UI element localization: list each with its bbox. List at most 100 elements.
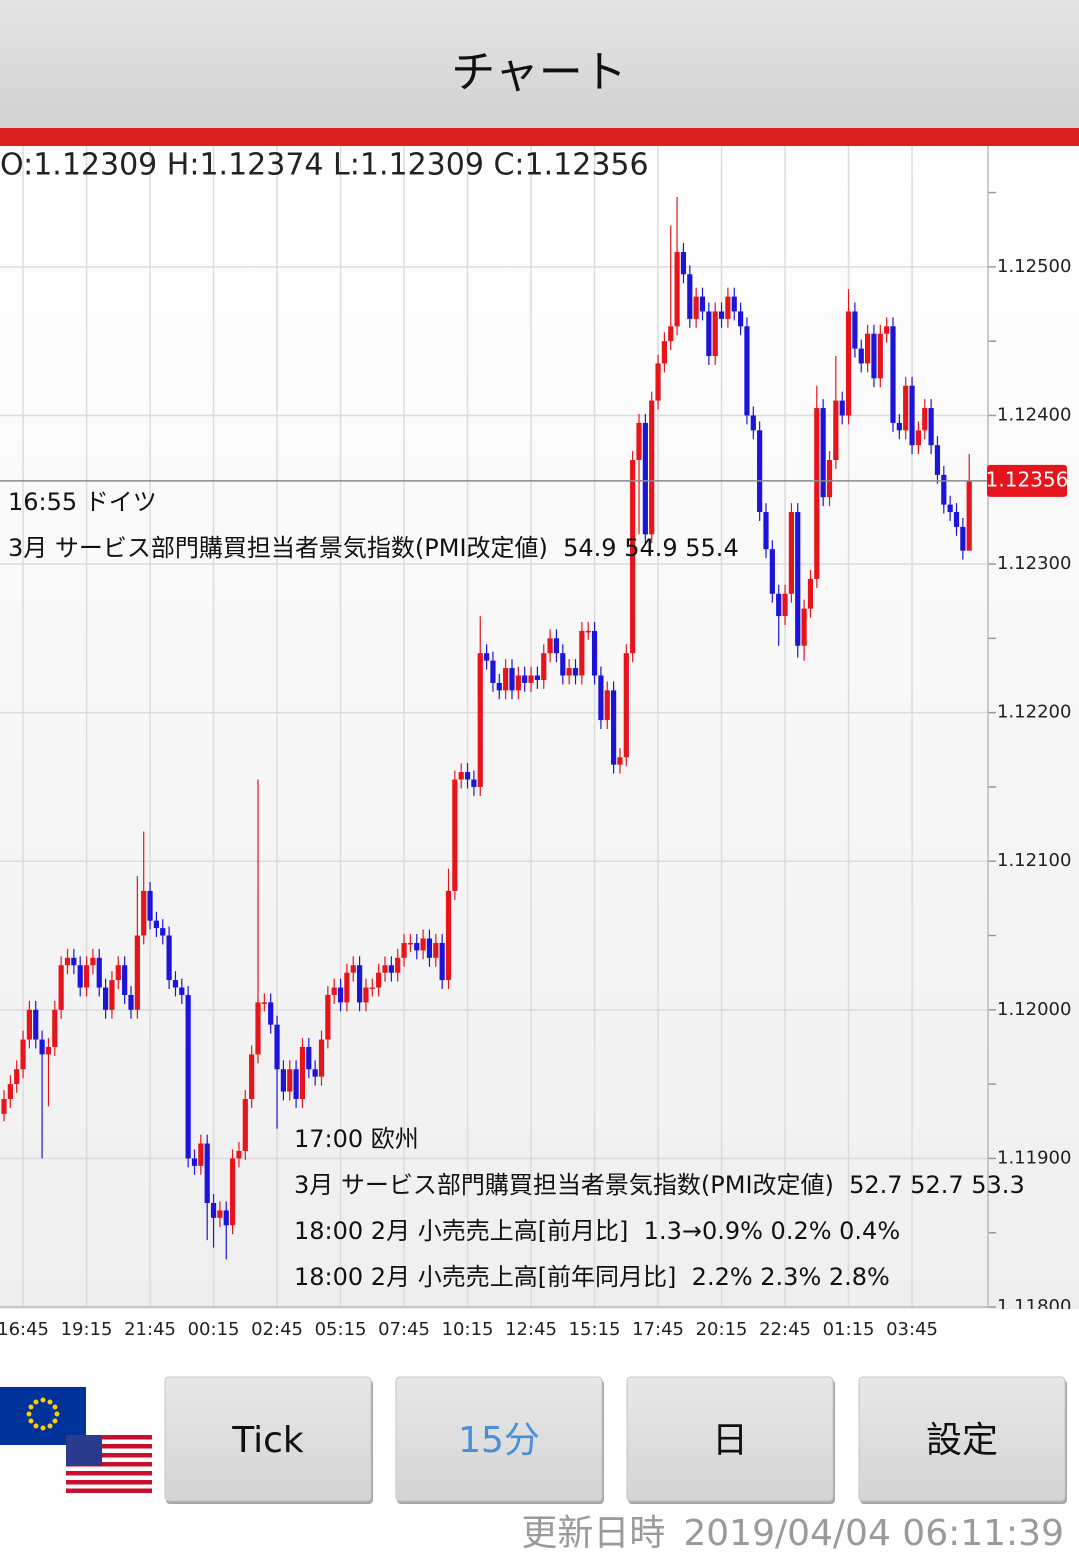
candle-body xyxy=(376,972,382,988)
button-label[interactable]: 15分 xyxy=(458,1420,540,1461)
candle-body xyxy=(96,957,102,988)
timeframe-button[interactable] xyxy=(395,1376,603,1502)
candle-body xyxy=(795,512,801,646)
candle-body xyxy=(337,987,344,1003)
x-tick-label: 12:45 xyxy=(505,1319,557,1340)
event-annotation: 18:00 2月 小売売上高[前年同月比] 2.2% 2.3% 2.8% xyxy=(294,1263,890,1291)
candle-body xyxy=(706,311,712,357)
candle-body xyxy=(693,296,699,319)
candle-body xyxy=(509,668,515,691)
update-info: 更新日時 2019/04/04 06:11:39 xyxy=(521,1513,1064,1554)
candle-body xyxy=(14,1069,20,1085)
candle-body xyxy=(966,480,972,551)
candle-body xyxy=(750,415,756,431)
candle-body xyxy=(147,890,153,921)
candle-body xyxy=(20,1039,26,1070)
candle-body xyxy=(83,965,90,988)
candle-body xyxy=(134,935,140,1010)
candle-body xyxy=(287,1069,293,1092)
timeframe-buttons: Tick 15分 日 設定 xyxy=(164,1376,1067,1504)
candle-body xyxy=(591,630,598,676)
candle-body xyxy=(490,660,496,683)
candle-body xyxy=(865,333,871,364)
button-label[interactable]: 日 xyxy=(712,1420,748,1461)
candle-body xyxy=(534,675,540,680)
candle-body xyxy=(420,938,426,951)
candle-body xyxy=(268,1002,274,1025)
candle-body xyxy=(414,942,420,951)
x-tick-label: 16:45 xyxy=(0,1319,49,1340)
timeframe-button[interactable] xyxy=(626,1376,834,1502)
candle-body xyxy=(242,1098,248,1151)
candle-body xyxy=(769,549,775,594)
candle-body xyxy=(674,252,680,327)
candle-body xyxy=(369,987,375,990)
candle-body xyxy=(718,311,725,319)
y-tick-label: 1.12000 xyxy=(997,999,1071,1020)
candle-body xyxy=(623,653,629,758)
candle-body xyxy=(560,653,566,676)
candle-body xyxy=(236,1150,242,1159)
button-label[interactable]: 設定 xyxy=(926,1420,998,1461)
x-tick-label: 17:45 xyxy=(632,1319,684,1340)
y-tick-label: 1.12300 xyxy=(997,553,1071,574)
y-tick-label: 1.12200 xyxy=(997,702,1071,723)
chart: 1.11800 1.11900 1.12000 1.12100 1.12200 1.123… xyxy=(0,146,1071,1340)
candle-body xyxy=(725,296,731,319)
candle-body xyxy=(884,326,890,334)
event-annotation: 3月 サービス部門購買担当者景気指数(PMI改定値) 52.7 52.7 53.… xyxy=(294,1171,1025,1199)
candle-body xyxy=(839,400,845,416)
candle-body xyxy=(331,987,337,995)
header-title: チャート xyxy=(451,47,627,98)
candle-body xyxy=(299,1046,306,1099)
candle-body xyxy=(198,1143,204,1166)
candle-body xyxy=(598,675,604,721)
candle-body xyxy=(7,1084,13,1099)
candle-body xyxy=(877,333,883,379)
candle-body xyxy=(649,400,655,535)
last-price-tag xyxy=(987,464,1067,497)
event-annotation: 18:00 2月 小売売上高[前月比] 1.3→0.9% 0.2% 0.4% xyxy=(294,1217,900,1245)
candle-body xyxy=(515,675,521,691)
candle-body xyxy=(579,630,585,676)
candle-body xyxy=(464,772,471,780)
event-annotation: 17:00 欧州 xyxy=(294,1125,419,1153)
y-tick-label: 1.12400 xyxy=(997,404,1071,425)
candle-body xyxy=(26,1009,32,1040)
candle-body xyxy=(680,252,687,275)
candle-body xyxy=(871,333,877,379)
candle-body xyxy=(547,638,553,654)
x-tick-label: 07:45 xyxy=(378,1319,430,1340)
update-label: 更新日時 xyxy=(521,1513,665,1554)
button-label[interactable]: Tick xyxy=(231,1420,304,1461)
candle-body xyxy=(566,668,572,676)
candle-body xyxy=(630,460,636,654)
candle-body xyxy=(903,385,909,431)
candle-body xyxy=(845,311,852,416)
candle-body xyxy=(655,363,661,401)
candle-body xyxy=(312,1069,318,1077)
candle-body xyxy=(426,938,433,958)
candle-body xyxy=(255,1002,261,1055)
candle-body xyxy=(738,311,744,327)
candle-body xyxy=(185,994,191,1159)
candle-body xyxy=(611,690,617,765)
candle-body xyxy=(179,987,185,995)
timeframe-button[interactable] xyxy=(858,1376,1066,1502)
timeframe-button[interactable] xyxy=(164,1376,372,1502)
header-bar xyxy=(0,0,1079,128)
x-tick-label: 22:45 xyxy=(759,1319,811,1340)
candle-body xyxy=(58,965,64,1010)
candle-body xyxy=(617,757,623,765)
candle-body xyxy=(210,1202,217,1218)
candle-body xyxy=(947,504,953,513)
candle-body xyxy=(344,972,350,1003)
candle-body xyxy=(757,430,763,513)
candle-body xyxy=(712,311,718,357)
candle-body xyxy=(395,957,401,973)
candle-body xyxy=(103,987,109,1010)
candle-body xyxy=(636,422,642,461)
candle-body xyxy=(814,408,820,579)
candle-body xyxy=(280,1069,286,1092)
